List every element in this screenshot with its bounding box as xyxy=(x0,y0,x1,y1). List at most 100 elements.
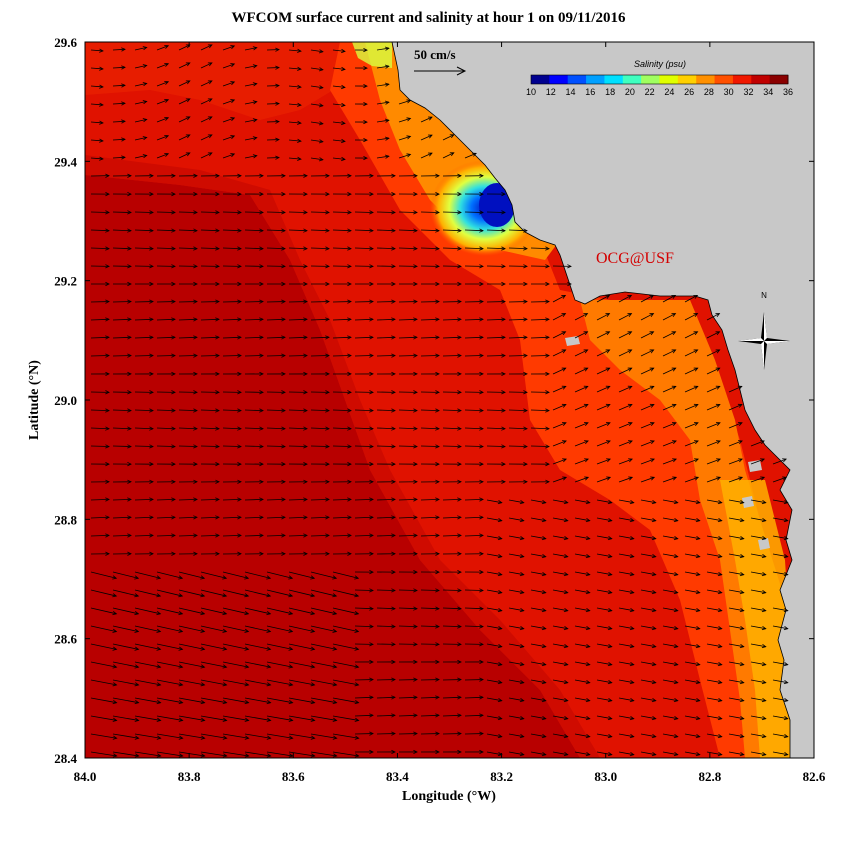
current-vector-head xyxy=(244,717,250,722)
current-vector xyxy=(354,625,374,628)
current-vector-head xyxy=(435,264,440,269)
current-vector-head xyxy=(391,192,396,197)
current-vector xyxy=(728,458,743,465)
current-vector xyxy=(552,385,566,393)
current-vector-head xyxy=(142,82,148,87)
current-vector-head xyxy=(629,626,635,631)
current-vector xyxy=(618,661,634,666)
current-vector xyxy=(640,589,656,594)
current-vector-head xyxy=(105,515,110,520)
current-vector xyxy=(90,49,103,52)
current-vector xyxy=(112,589,139,597)
current-vector-head xyxy=(193,192,198,197)
current-vector-head xyxy=(369,371,374,377)
current-vector-head xyxy=(303,299,308,304)
current-vector xyxy=(244,155,257,159)
current-vector xyxy=(112,247,132,250)
current-vector-head xyxy=(215,335,220,340)
current-vector xyxy=(310,625,337,632)
current-vector-head xyxy=(783,518,789,523)
current-vector-head xyxy=(629,716,635,721)
current-vector xyxy=(772,751,788,756)
current-vector-head xyxy=(457,335,462,340)
current-vector-head xyxy=(215,281,220,287)
current-vector xyxy=(706,404,721,411)
current-vector-head xyxy=(105,479,110,484)
current-vector xyxy=(464,589,484,591)
current-vector-head xyxy=(585,680,591,685)
current-vector-head xyxy=(391,497,396,502)
current-vector-head xyxy=(288,575,294,580)
current-vector xyxy=(596,625,612,630)
current-vector xyxy=(508,409,528,412)
current-vector xyxy=(574,367,588,375)
current-vector-head xyxy=(563,536,569,541)
current-vector xyxy=(728,589,744,594)
current-vector xyxy=(376,119,389,123)
current-vector-head xyxy=(215,533,220,538)
current-vector-head xyxy=(406,153,412,158)
current-vector xyxy=(728,440,743,447)
current-vector-head xyxy=(318,139,324,144)
current-vector-head xyxy=(479,390,484,395)
current-vector-head xyxy=(207,62,213,67)
current-vector xyxy=(244,47,257,51)
current-vector-head xyxy=(112,611,118,616)
current-vector-head xyxy=(695,590,701,595)
current-vector xyxy=(420,318,440,321)
current-vector xyxy=(266,535,286,537)
current-vector xyxy=(706,385,720,393)
current-vector xyxy=(728,499,744,504)
current-vector xyxy=(178,571,205,579)
colorbar-swatch xyxy=(696,75,716,84)
current-vector-head xyxy=(303,497,308,502)
current-vector xyxy=(662,733,678,738)
current-vector-head xyxy=(363,101,368,107)
current-vector-head xyxy=(332,593,338,598)
map-title: WFCOM surface current and salinity at ho… xyxy=(231,10,626,26)
current-vector xyxy=(750,517,766,522)
current-vector-head xyxy=(629,572,635,577)
current-vector xyxy=(420,247,440,250)
current-vector-head xyxy=(472,152,477,157)
current-vector-head xyxy=(325,264,330,269)
current-vector xyxy=(508,535,524,540)
current-vector-head xyxy=(332,664,338,669)
current-vector xyxy=(332,625,359,632)
current-vector-head xyxy=(369,677,374,682)
current-vector xyxy=(684,313,698,321)
current-vector-head xyxy=(457,246,462,251)
current-vector-head xyxy=(266,628,272,633)
current-vector-head xyxy=(671,331,677,336)
current-vector xyxy=(244,336,264,339)
current-vector-head xyxy=(457,353,462,358)
current-vector-head xyxy=(585,536,591,541)
current-vector xyxy=(464,409,484,412)
current-vector xyxy=(222,63,235,69)
current-vector xyxy=(178,733,205,739)
current-vector xyxy=(442,625,462,628)
current-vector xyxy=(552,625,568,630)
current-vector-head xyxy=(134,735,140,740)
current-vector xyxy=(288,85,301,88)
current-vector-head xyxy=(457,551,462,556)
current-vector-head xyxy=(479,192,484,197)
current-vector-head xyxy=(259,390,264,395)
current-vector xyxy=(596,679,612,684)
current-vector-head xyxy=(693,422,699,426)
current-vector xyxy=(200,116,213,123)
current-vector-head xyxy=(112,664,118,669)
current-vector xyxy=(486,553,502,558)
current-vector-head xyxy=(121,65,126,70)
current-vector-head xyxy=(523,246,528,251)
current-vector xyxy=(200,247,220,250)
current-vector-head xyxy=(629,518,635,523)
x-axis-label: Longitude (°W) xyxy=(402,789,496,804)
current-vector-head xyxy=(303,390,308,395)
current-vector-head xyxy=(149,210,154,215)
current-vector-head xyxy=(479,173,484,178)
current-vector-head xyxy=(369,551,374,556)
current-vector xyxy=(90,318,110,321)
current-vector-head xyxy=(523,479,528,484)
current-vector-head xyxy=(127,192,132,197)
